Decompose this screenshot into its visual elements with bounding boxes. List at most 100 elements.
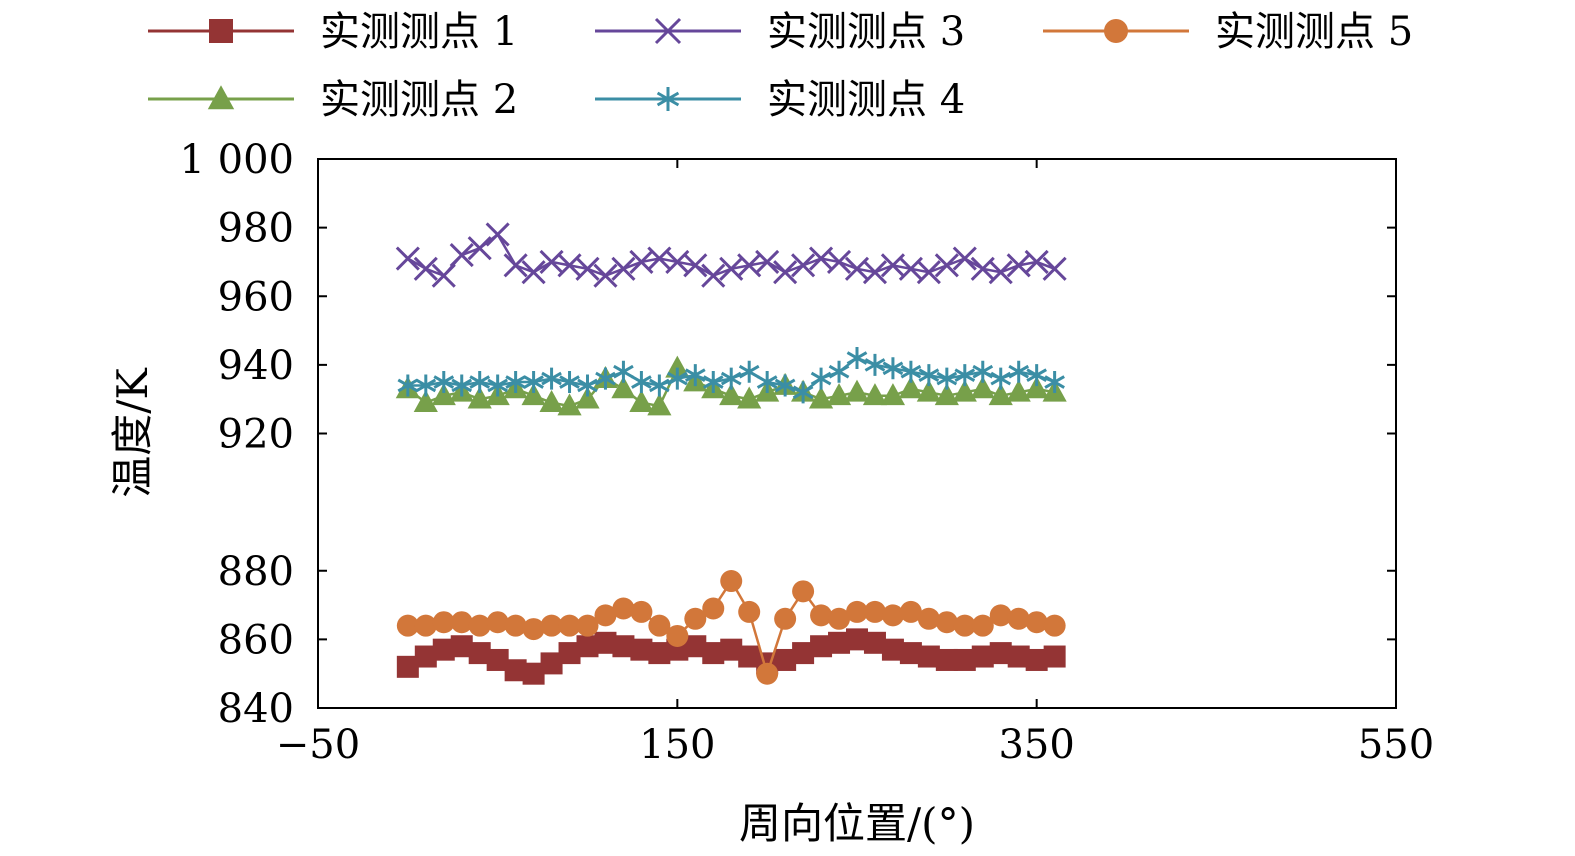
data-point (864, 353, 886, 376)
data-point (846, 600, 868, 623)
data-point (882, 357, 904, 380)
data-point (594, 631, 617, 654)
data-point (541, 367, 562, 390)
data-point (594, 604, 617, 627)
series-5 (396, 570, 1066, 685)
data-point (791, 253, 816, 278)
data-point (648, 642, 671, 665)
y-axis-title: 温度/K (108, 367, 157, 498)
data-point (558, 614, 581, 637)
data-point (522, 662, 545, 685)
data-point (899, 600, 922, 623)
data-point (469, 371, 491, 394)
data-point (630, 638, 653, 661)
y-tick-label: 920 (218, 412, 294, 458)
data-point (846, 628, 868, 651)
data-point (792, 381, 814, 404)
data-point (881, 604, 904, 627)
data-point (738, 600, 761, 623)
data-point (773, 260, 798, 285)
data-point (828, 631, 851, 654)
data-point (774, 648, 797, 671)
data-point (756, 371, 778, 394)
data-point (557, 393, 582, 416)
data-point (413, 256, 438, 281)
data-point (934, 383, 959, 406)
y-tick-label: 880 (218, 549, 294, 595)
data-point (467, 386, 492, 409)
data-point (899, 642, 922, 665)
series-3 (395, 222, 1067, 288)
data-point (521, 260, 546, 285)
data-point (989, 642, 1012, 665)
data-point (647, 393, 672, 416)
data-point (433, 371, 455, 394)
data-point (1042, 256, 1067, 281)
data-point (1007, 607, 1030, 630)
data-point (468, 642, 491, 665)
x-tick-label: −50 (276, 722, 360, 768)
data-point (792, 642, 815, 665)
y-tick-label: 840 (218, 686, 294, 732)
data-point (774, 374, 796, 397)
data-point (396, 655, 419, 678)
data-point (916, 379, 941, 402)
data-point (828, 607, 851, 630)
data-point (539, 389, 564, 412)
data-point (954, 364, 976, 387)
data-point (952, 246, 977, 271)
data-point (808, 386, 834, 409)
legend-item-4: 实测测点 4 (595, 77, 965, 123)
data-point (862, 383, 888, 406)
data-point (648, 614, 671, 637)
data-point (702, 642, 725, 665)
legend-marker (1104, 19, 1128, 43)
series-4 (397, 347, 1065, 404)
data-point (413, 389, 438, 412)
data-point (826, 383, 852, 406)
data-point (989, 604, 1012, 627)
data-point (1043, 645, 1066, 668)
data-point (667, 367, 688, 390)
legend-label: 实测测点 1 (320, 9, 518, 55)
legend-label: 实测测点 4 (767, 77, 965, 123)
y-tick-label: 860 (218, 617, 294, 663)
data-point (503, 253, 528, 278)
data-point (540, 614, 563, 637)
data-point (720, 638, 743, 661)
data-point (468, 614, 491, 637)
data-point (935, 611, 958, 634)
data-point (451, 374, 473, 397)
data-point (504, 614, 527, 637)
data-point (486, 648, 509, 671)
data-point (1008, 360, 1030, 383)
data-point (881, 638, 904, 661)
legend-item-2: 实测测点 2 (148, 77, 518, 123)
data-point (810, 367, 832, 390)
x-tick-label: 550 (1358, 722, 1434, 768)
data-point (702, 597, 725, 620)
data-point (397, 374, 419, 397)
data-point (988, 383, 1013, 406)
data-point (522, 618, 545, 641)
legend-item-3: 实测测点 3 (595, 9, 965, 55)
data-point (936, 367, 958, 390)
data-point (649, 374, 670, 397)
data-point (523, 371, 544, 394)
data-point (1006, 379, 1031, 402)
data-point (755, 249, 780, 274)
data-point (900, 360, 922, 383)
data-point (504, 659, 527, 682)
data-point (918, 364, 940, 387)
data-point (1025, 648, 1048, 671)
data-point (612, 597, 635, 620)
data-point (719, 383, 744, 406)
data-point (559, 371, 580, 394)
plot-series (395, 222, 1067, 685)
data-point (1007, 645, 1030, 668)
data-point (1024, 376, 1049, 399)
data-point (431, 263, 456, 288)
legend-label: 实测测点 5 (1215, 9, 1413, 55)
data-point (575, 256, 600, 281)
data-point (450, 635, 473, 658)
